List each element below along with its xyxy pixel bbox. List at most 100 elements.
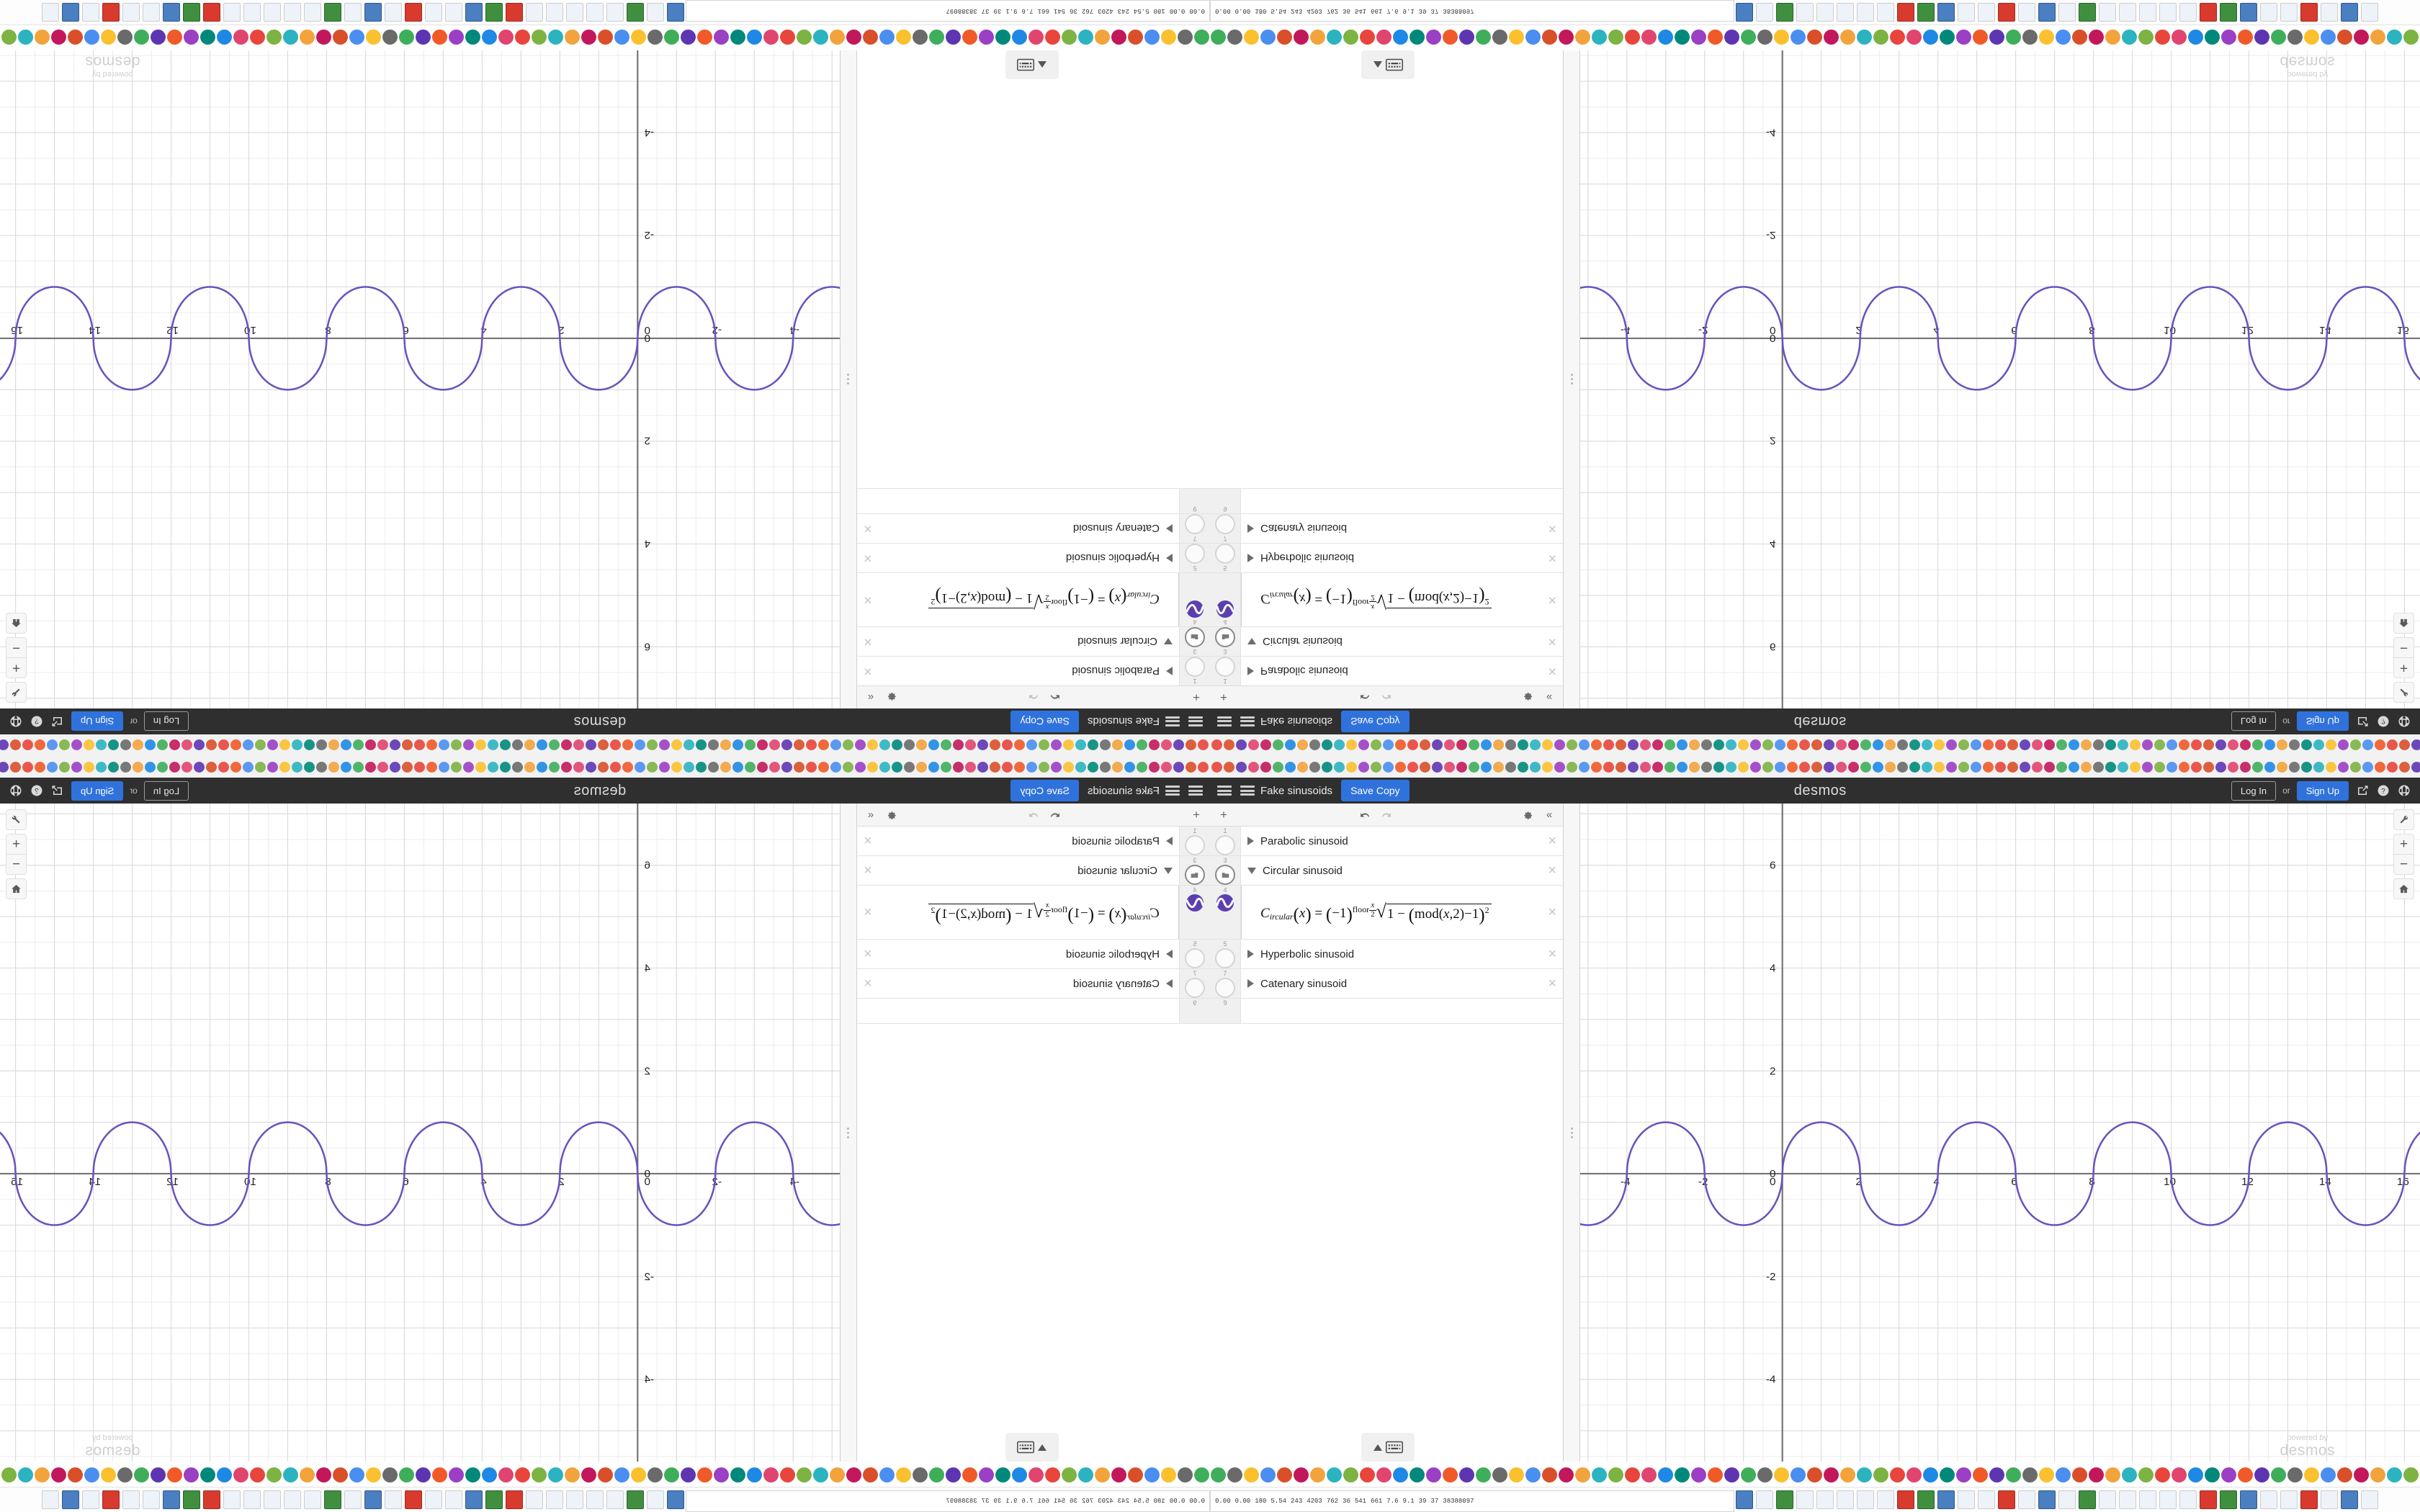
browser-extension-icon[interactable] (2399, 761, 2410, 773)
tray-app-icon[interactable] (2039, 30, 2054, 45)
tray-app-icon[interactable] (1095, 1467, 1110, 1482)
browser-extension-icon[interactable] (2362, 739, 2373, 751)
tray-app-icon[interactable] (68, 1467, 83, 1482)
browser-extension-icon[interactable] (2387, 739, 2398, 751)
tray-app-icon[interactable] (2089, 30, 2104, 45)
browser-extension-icon[interactable] (2387, 761, 2398, 773)
tray-app-icon[interactable] (1824, 1467, 1839, 1482)
taskbar-window-button[interactable] (445, 1490, 462, 1509)
tray-app-icon[interactable] (1393, 1467, 1408, 1482)
tray-app-icon[interactable] (1492, 30, 1507, 45)
browser-extension-icon[interactable] (439, 761, 449, 773)
tray-app-icon[interactable] (913, 1467, 928, 1482)
delete-expression-icon[interactable]: × (864, 976, 872, 991)
home-button[interactable] (2393, 878, 2414, 899)
tray-app-icon[interactable] (1940, 1467, 1955, 1482)
tray-app-icon[interactable] (1211, 30, 1226, 45)
browser-extension-icon[interactable] (1456, 739, 1467, 751)
taskbar-window-button[interactable] (1736, 1490, 1753, 1509)
taskbar-window-button[interactable] (1917, 3, 1935, 22)
tray-app-icon[interactable] (1940, 30, 1955, 45)
browser-extension-icon[interactable] (1014, 739, 1025, 751)
browser-extension-icon[interactable] (1297, 739, 1308, 751)
tray-app-icon[interactable] (1443, 30, 1458, 45)
browser-extension-icon[interactable] (96, 761, 107, 773)
expression-row[interactable]: 5 Hyperbolic sinusoid × (857, 543, 1210, 572)
chevron-right-icon[interactable] (1166, 979, 1173, 988)
tray-app-icon[interactable] (1641, 30, 1657, 45)
tray-app-icon[interactable] (498, 30, 514, 45)
gear-icon[interactable] (1519, 689, 1536, 706)
menu-icon[interactable] (1188, 786, 1203, 796)
tray-app-icon[interactable] (1592, 1467, 1607, 1482)
browser-extension-icon[interactable] (1603, 761, 1614, 773)
browser-extension-icons[interactable] (0, 756, 1210, 778)
browser-extension-icon[interactable] (2130, 761, 2141, 773)
browser-extension-icon[interactable] (867, 761, 878, 773)
tray-app-icon[interactable] (465, 30, 480, 45)
tray-app-icon[interactable] (1095, 30, 1110, 45)
browser-extension-icon[interactable] (1075, 739, 1086, 751)
browser-extension-icon[interactable] (2007, 761, 2018, 773)
browser-extension-icon[interactable] (1836, 739, 1847, 751)
tray-app-icon[interactable] (1244, 1467, 1259, 1482)
browser-extension-icon[interactable] (2081, 739, 2092, 751)
browser-extension-icon[interactable] (365, 761, 376, 773)
chevron-down-icon[interactable] (1247, 867, 1256, 874)
tray-app-icon[interactable] (1476, 1467, 1491, 1482)
taskbar-window-button[interactable] (2321, 1490, 2338, 1509)
tray-app-icon[interactable] (2304, 1467, 2319, 1482)
tray-app-icon[interactable] (1741, 1467, 1756, 1482)
tray-app-icon[interactable] (797, 1467, 812, 1482)
browser-extension-icon[interactable] (524, 761, 535, 773)
browser-extension-icon[interactable] (463, 739, 474, 751)
expression-content[interactable]: Circular sinusoid × (857, 856, 1179, 885)
tray-app-icon[interactable] (1708, 30, 1723, 45)
browser-extension-icon[interactable] (2191, 761, 2202, 773)
gear-icon[interactable] (884, 806, 901, 824)
tray-app-icon[interactable] (1873, 1467, 1888, 1482)
tray-app-icon[interactable] (714, 30, 729, 45)
keyboard-toggle[interactable] (1361, 1433, 1415, 1462)
tray-app-icon[interactable] (432, 30, 447, 45)
browser-extension-icon[interactable] (745, 761, 756, 773)
browser-extension-icon[interactable] (855, 761, 866, 773)
tray-app-icon[interactable] (598, 30, 613, 45)
tray-app-icon[interactable] (283, 1467, 298, 1482)
delete-expression-icon[interactable]: × (864, 663, 872, 679)
browser-extension-icon[interactable] (2277, 761, 2287, 773)
tray-app-icon[interactable] (300, 1467, 315, 1482)
browser-extension-icon[interactable] (659, 761, 670, 773)
tray-app-icon[interactable] (2089, 1467, 2104, 1482)
browser-extension-icon[interactable] (1395, 761, 1406, 773)
browser-extension-icon[interactable] (1149, 739, 1160, 751)
browser-extension-icon[interactable] (1395, 739, 1406, 751)
share-icon[interactable] (50, 783, 65, 798)
tray-app-icon[interactable] (2056, 1467, 2071, 1482)
add-expression-button[interactable]: + (1220, 690, 1227, 705)
browser-extension-icon[interactable] (2179, 739, 2190, 751)
zoom-out-button[interactable]: − (6, 637, 27, 658)
browser-extension-icon[interactable] (1371, 761, 1381, 773)
browser-extension-icon[interactable] (598, 739, 609, 751)
tray-app-icon[interactable] (1360, 1467, 1375, 1482)
tray-app-icon[interactable] (664, 30, 679, 45)
browser-extension-icon[interactable] (1260, 761, 1271, 773)
browser-extension-icon[interactable] (1481, 739, 1492, 751)
browser-extension-icon[interactable] (1493, 739, 1504, 751)
browser-extension-icon[interactable] (1542, 739, 1553, 751)
taskbar-window-button[interactable] (1978, 1490, 1995, 1509)
tray-app-icon[interactable] (1956, 30, 1971, 45)
browser-extension-icon[interactable] (2350, 761, 2361, 773)
expression-row[interactable]: 9 (857, 488, 1210, 513)
tray-app-icon[interactable] (1890, 1467, 1905, 1482)
taskbar-window-button[interactable] (1837, 3, 1854, 22)
chevron-right-icon[interactable] (1166, 667, 1173, 675)
browser-extension-icon[interactable] (1738, 739, 1749, 751)
add-expression-button[interactable]: + (1220, 807, 1227, 822)
browser-extension-icon[interactable] (2007, 739, 2018, 751)
taskbar-window-button[interactable] (586, 3, 604, 22)
tray-app-icon[interactable] (1376, 30, 1392, 45)
browser-extension-icon[interactable] (1383, 761, 1394, 773)
delete-expression-icon[interactable]: × (1548, 521, 1556, 536)
